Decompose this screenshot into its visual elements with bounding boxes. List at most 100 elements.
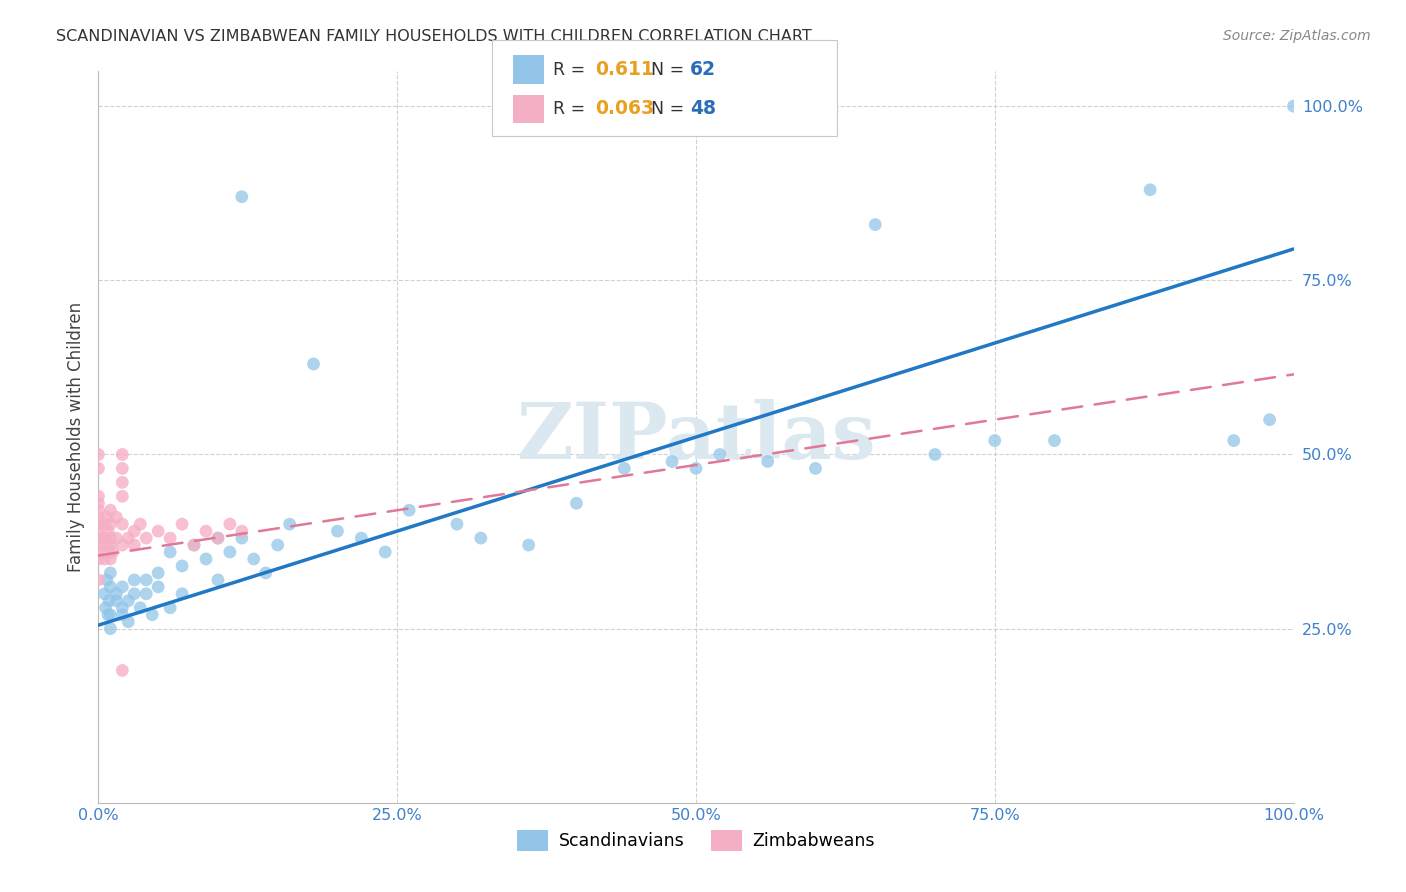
Point — [243, 552, 266, 566]
Point — [231, 531, 253, 545]
Point — [111, 580, 134, 594]
Point — [93, 552, 115, 566]
Point — [1043, 434, 1066, 448]
Point — [195, 552, 218, 566]
Point — [98, 594, 121, 608]
Point — [172, 558, 194, 573]
Text: 0.063: 0.063 — [595, 99, 654, 119]
Point — [111, 489, 134, 503]
Point — [148, 524, 170, 538]
Point — [111, 448, 134, 462]
Point — [195, 524, 218, 538]
Point — [172, 517, 194, 532]
Point — [124, 573, 146, 587]
Point — [398, 503, 420, 517]
Point — [1223, 434, 1246, 448]
Point — [87, 524, 110, 538]
Point — [111, 600, 134, 615]
Point — [98, 503, 122, 517]
Point — [98, 531, 122, 545]
Text: ZIPatlas: ZIPatlas — [516, 399, 876, 475]
Point — [87, 503, 110, 517]
Point — [111, 607, 134, 622]
Point — [219, 545, 242, 559]
Point — [159, 545, 181, 559]
Point — [984, 434, 1007, 448]
Point — [865, 218, 887, 232]
Point — [97, 524, 120, 538]
Text: 62: 62 — [690, 60, 716, 79]
Point — [87, 538, 110, 552]
Point — [87, 448, 110, 462]
Point — [98, 607, 122, 622]
Point — [87, 531, 110, 545]
Point — [96, 510, 118, 524]
Point — [105, 510, 128, 524]
Point — [350, 531, 373, 545]
Point — [87, 517, 110, 532]
Point — [183, 538, 205, 552]
Point — [98, 517, 122, 532]
Point — [924, 448, 946, 462]
Point — [124, 524, 146, 538]
Point — [93, 517, 115, 532]
Point — [87, 496, 110, 510]
Point — [148, 566, 170, 580]
Point — [135, 587, 157, 601]
Legend: Scandinavians, Zimbabweans: Scandinavians, Zimbabweans — [509, 822, 883, 860]
Point — [105, 594, 128, 608]
Text: N =: N = — [651, 61, 690, 78]
Point — [135, 573, 157, 587]
Point — [219, 517, 242, 532]
Point — [756, 454, 779, 468]
Point — [124, 587, 146, 601]
Point — [117, 594, 139, 608]
Point — [87, 461, 110, 475]
Point — [111, 538, 134, 552]
Point — [105, 531, 128, 545]
Point — [183, 538, 205, 552]
Point — [98, 580, 122, 594]
Y-axis label: Family Households with Children: Family Households with Children — [66, 302, 84, 572]
Point — [111, 664, 134, 678]
Point — [326, 524, 349, 538]
Point — [117, 531, 139, 545]
Point — [804, 461, 827, 475]
Point — [96, 573, 118, 587]
Text: 0.611: 0.611 — [595, 60, 654, 79]
Point — [231, 524, 253, 538]
Point — [267, 538, 290, 552]
Point — [98, 622, 122, 636]
Point — [661, 454, 683, 468]
Text: SCANDINAVIAN VS ZIMBABWEAN FAMILY HOUSEHOLDS WITH CHILDREN CORRELATION CHART: SCANDINAVIAN VS ZIMBABWEAN FAMILY HOUSEH… — [56, 29, 813, 44]
Point — [613, 461, 636, 475]
Point — [231, 190, 253, 204]
Point — [124, 538, 146, 552]
Point — [87, 552, 110, 566]
Text: 48: 48 — [690, 99, 716, 119]
Point — [98, 566, 122, 580]
Point — [105, 587, 128, 601]
Point — [446, 517, 468, 532]
Point — [94, 600, 117, 615]
Point — [129, 600, 152, 615]
Point — [135, 531, 157, 545]
Point — [148, 580, 170, 594]
Point — [111, 475, 134, 490]
Point — [302, 357, 325, 371]
Text: N =: N = — [651, 100, 690, 118]
Point — [1258, 412, 1281, 426]
Point — [117, 615, 139, 629]
Point — [207, 531, 229, 545]
Point — [254, 566, 277, 580]
Text: R =: R = — [553, 61, 591, 78]
Point — [87, 489, 110, 503]
Point — [1139, 183, 1161, 197]
Point — [159, 531, 181, 545]
Point — [96, 538, 118, 552]
Point — [93, 587, 115, 601]
Point — [87, 510, 110, 524]
Text: Source: ZipAtlas.com: Source: ZipAtlas.com — [1223, 29, 1371, 43]
Point — [159, 600, 181, 615]
Point — [470, 531, 492, 545]
